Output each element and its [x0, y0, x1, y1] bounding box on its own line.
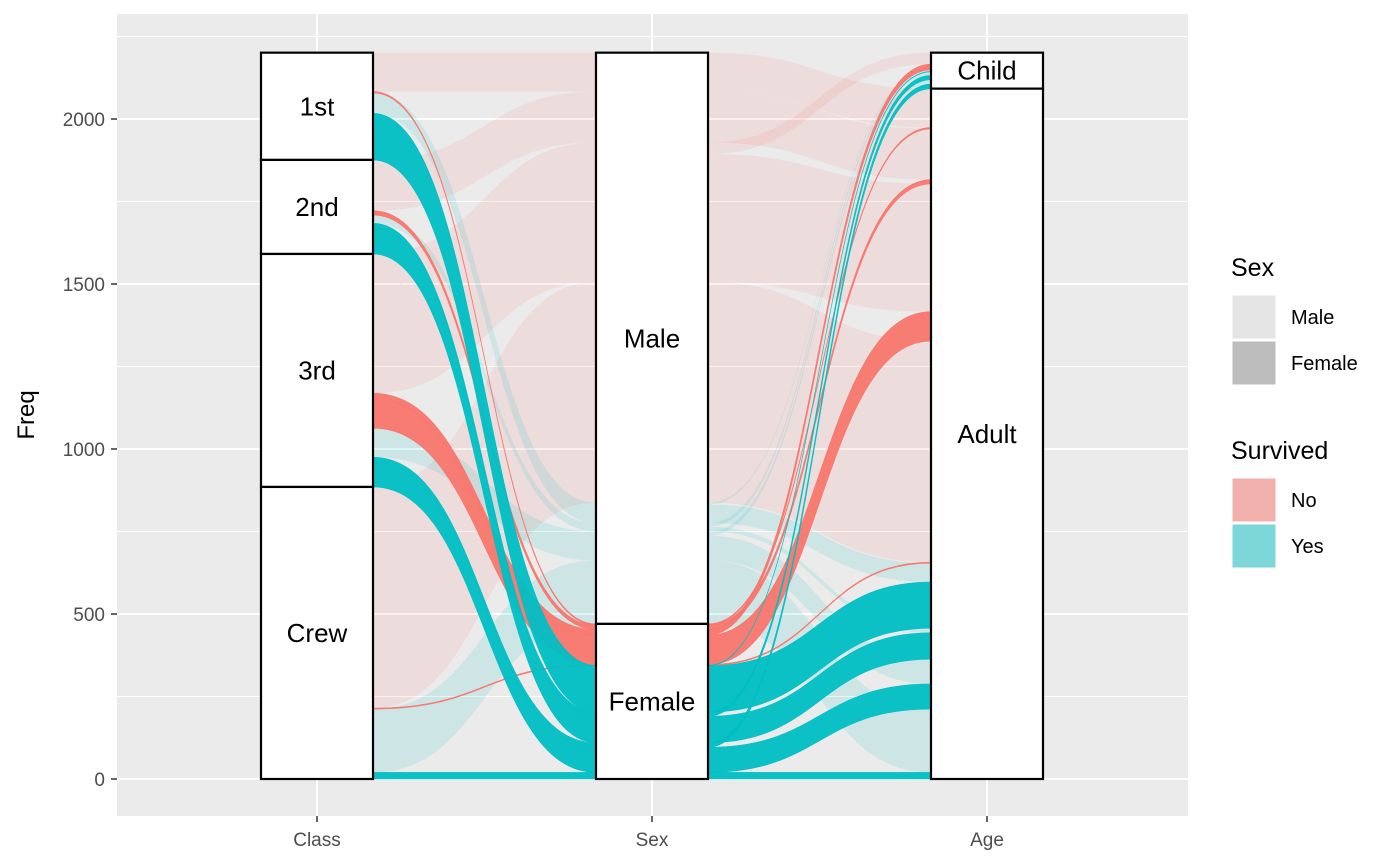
flow-ribbon — [373, 215, 596, 527]
x-tick-label: Age — [970, 830, 1004, 851]
y-tick-label: 1500 — [63, 275, 105, 296]
legend-label: Yes — [1291, 536, 1324, 558]
stratum-box — [929, 87, 1045, 781]
flow-ribbon-highlight — [707, 772, 932, 780]
flow-ribbon — [373, 92, 596, 505]
y-tick-label: 0 — [94, 770, 105, 791]
y-axis-title: Freq — [13, 390, 40, 439]
y-tick-label: 2000 — [63, 110, 105, 131]
stratum-label: Female — [609, 686, 696, 716]
y-tick-label: 500 — [73, 605, 105, 626]
legend-title: Survived — [1231, 437, 1328, 465]
legend-key — [1231, 340, 1277, 386]
legend-title: Sex — [1231, 254, 1275, 282]
flow-ribbon — [373, 52, 596, 92]
stratum-box — [594, 51, 710, 625]
flow-ribbon — [708, 69, 931, 505]
flow-ribbon — [708, 526, 931, 633]
flow-ribbon — [708, 504, 931, 582]
flow-ribbon-highlight — [372, 772, 597, 780]
flow-ribbon — [373, 142, 596, 266]
legend-key — [1231, 477, 1277, 523]
flow-layer — [372, 52, 932, 780]
flow-ribbon — [708, 79, 931, 536]
legend-key — [1231, 523, 1277, 569]
legend: Sex Male Female Survived No Yes — [1231, 254, 1358, 569]
stratum-label: Adult — [957, 419, 1017, 449]
x-tick-label: Sex — [636, 830, 669, 851]
stratum-box — [259, 252, 375, 489]
stratum-box — [259, 51, 375, 162]
stratum-label: Crew — [287, 618, 348, 648]
stratum-box — [259, 485, 375, 781]
legend-label: Female — [1291, 353, 1358, 375]
flow-ribbon — [708, 71, 931, 527]
stratum-label: 1st — [300, 91, 335, 121]
stratum-box — [259, 158, 375, 256]
legend-label: Male — [1291, 307, 1334, 329]
flow-ribbon — [708, 52, 931, 128]
legend-label: No — [1291, 490, 1317, 512]
stratum-label: 3rd — [298, 355, 336, 385]
x-tick-label: Class — [293, 830, 341, 851]
legend-key — [1231, 294, 1277, 340]
flow-ribbon — [373, 94, 596, 524]
flow-ribbon — [708, 52, 931, 154]
axis-layer: 0 500 1000 1500 2000 Class Sex Age — [63, 110, 1004, 851]
stratum-box — [594, 622, 710, 781]
stratum-label: Male — [624, 323, 680, 353]
flow-ribbon — [708, 153, 931, 312]
stratum-layer: 1st 2nd 3rd Crew Male Female Child Adult — [259, 51, 1045, 781]
stratum-label: 2nd — [295, 192, 338, 222]
flow-ribbon — [373, 218, 596, 532]
stratum-label: Child — [957, 56, 1016, 86]
flow-ribbon — [373, 153, 596, 394]
y-tick-label: 1000 — [63, 440, 105, 461]
